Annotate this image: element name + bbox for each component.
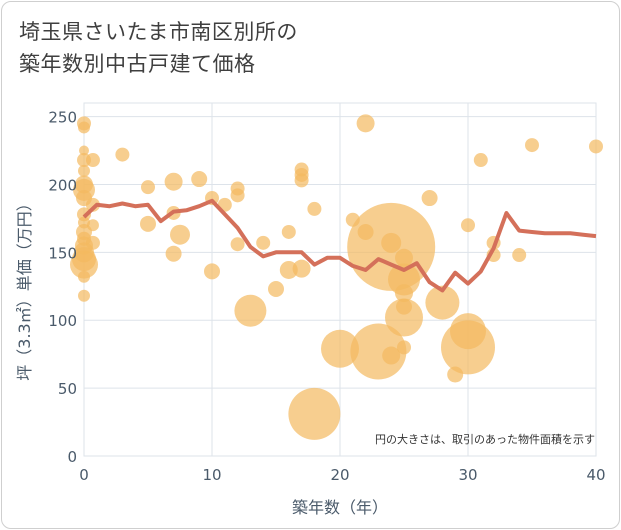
bubble-point [141, 180, 155, 195]
y-tick-label: 200 [48, 176, 77, 194]
bubble-point [79, 145, 89, 156]
bubble-point [512, 248, 527, 263]
x-tick-label: 10 [202, 466, 221, 484]
bubble-layer [70, 114, 603, 440]
bubble-point [204, 263, 220, 280]
bubble-point [450, 313, 486, 350]
y-tick-label: 250 [48, 109, 77, 127]
bubble-point [525, 138, 539, 153]
bubble-point [85, 197, 100, 212]
bubble-point [115, 147, 130, 162]
bubble-point [395, 284, 413, 303]
bubble-point [165, 245, 182, 262]
chart-title-line1: 埼玉県さいたま市南区別所の [19, 20, 298, 44]
bubble-point [307, 201, 322, 216]
trend-line [82, 198, 597, 293]
x-tick-label: 30 [458, 466, 477, 484]
x-tick-labels: 0 10 20 30 40 [79, 466, 605, 484]
y-axis-label: 坪（3.3㎡）単価（万円） [15, 195, 34, 380]
bubble-point [382, 346, 401, 365]
bubble-point [388, 263, 420, 296]
bubble-point [356, 114, 375, 133]
bubble-point [395, 248, 413, 267]
bubble-point [461, 218, 475, 233]
x-tick-label: 20 [330, 466, 349, 484]
bubble-point [473, 153, 488, 168]
bubble-point [350, 323, 407, 380]
size-note: 円の大きさは、取引のあった物件面積を示す [375, 432, 595, 446]
bubble-point [85, 235, 100, 250]
bubble-point [230, 237, 245, 252]
bubble-point [288, 387, 341, 440]
bubble-point [294, 173, 309, 188]
x-axis-label: 築年数（年） [292, 498, 388, 517]
grid [83, 102, 597, 457]
bubble-point [281, 224, 296, 239]
bubble-point [170, 224, 190, 245]
bubble-point [397, 340, 411, 355]
bubble-point [421, 190, 438, 207]
y-tick-labels: 0 50 100 150 200 250 [48, 109, 77, 466]
bubble-point [85, 153, 100, 168]
bubble-point [70, 250, 98, 279]
bubble-point [396, 298, 412, 315]
bubble-point [381, 232, 402, 253]
bubble-point [268, 281, 284, 298]
y-tick-label: 0 [67, 448, 77, 466]
bubble-point [78, 121, 90, 134]
y-tick-label: 50 [58, 380, 77, 398]
bubble-point [164, 172, 183, 191]
chart-title: 埼玉県さいたま市南区別所の 築年数別中古戸建て価格 [19, 16, 298, 80]
bubble-point [321, 329, 359, 368]
bubble-point [191, 171, 208, 188]
bubble-point [78, 270, 90, 283]
bubble-point [425, 285, 460, 320]
y-tick-label: 150 [48, 244, 77, 262]
bubble-point [78, 164, 90, 177]
bubble-point [234, 294, 267, 327]
bubble-point [86, 219, 99, 232]
x-tick-label: 40 [586, 466, 605, 484]
bubble-point [78, 289, 90, 302]
bubble-point [140, 215, 156, 232]
bubble-point [256, 235, 271, 250]
bubble-point [230, 188, 245, 203]
bubble-point [589, 139, 603, 154]
bubble-point [292, 259, 311, 278]
bubble-point [385, 298, 423, 337]
y-tick-label: 100 [48, 312, 77, 330]
x-tick-label: 0 [79, 466, 89, 484]
chart-title-line2: 築年数別中古戸建て価格 [19, 52, 256, 76]
